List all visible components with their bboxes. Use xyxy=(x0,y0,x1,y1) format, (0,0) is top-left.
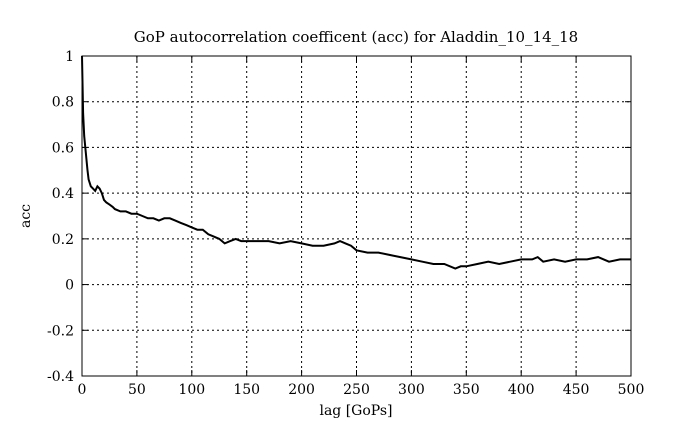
y-tick-label: 0 xyxy=(65,278,74,294)
acc-series-line xyxy=(81,55,631,270)
y-tick-label: 0.2 xyxy=(52,232,74,248)
x-axis-label: lag [GoPs] xyxy=(319,403,392,419)
x-tick-label: 400 xyxy=(508,382,535,398)
x-tick-label: 350 xyxy=(453,382,480,398)
y-tick-label: 0.4 xyxy=(52,186,74,202)
x-tick-label: 300 xyxy=(398,382,425,398)
y-tick-label: 1 xyxy=(65,49,74,65)
x-tick-label: 0 xyxy=(78,382,87,398)
x-tick-label: 150 xyxy=(233,382,260,398)
y-tick-label: 0.6 xyxy=(52,140,74,156)
x-tick-label: 250 xyxy=(343,382,370,398)
y-tick-label: -0.2 xyxy=(47,323,74,339)
y-tick-label: -0.4 xyxy=(47,369,74,385)
chart-title: GoP autocorrelation coefficent (acc) for… xyxy=(134,28,578,46)
y-tick-label: 0.8 xyxy=(52,95,74,111)
grid xyxy=(82,56,631,376)
x-tick-label: 200 xyxy=(288,382,315,398)
y-axis-label: acc xyxy=(18,204,34,228)
x-tick-label: 100 xyxy=(178,382,205,398)
x-tick-label: 450 xyxy=(563,382,590,398)
series-layer xyxy=(81,55,631,270)
x-tick-label: 500 xyxy=(618,382,645,398)
tick-labels: 0 50 100 150 200 250 300 350 400 450 500 -0.4 -0.2 0 0… xyxy=(47,49,644,398)
x-tick-label: 50 xyxy=(128,382,146,398)
